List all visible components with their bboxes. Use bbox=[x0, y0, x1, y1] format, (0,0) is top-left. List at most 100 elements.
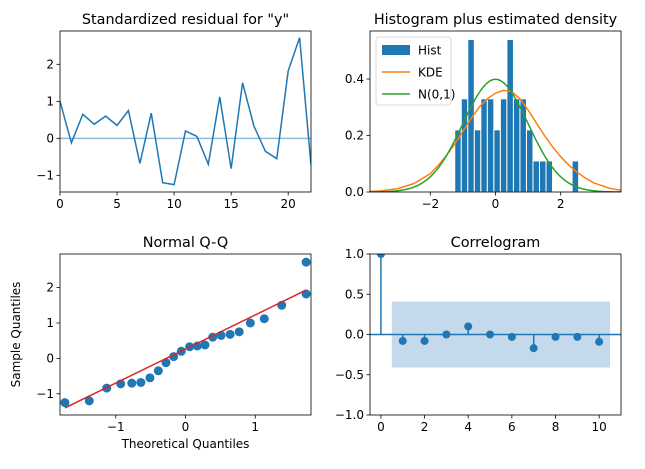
axes-resid: 0 5 10 15 20 −1 0 1 2 Standardized residual for "… bbox=[36, 12, 312, 211]
hist-bar bbox=[525, 129, 534, 192]
acf-marker bbox=[464, 322, 473, 331]
chart-title: Standardized residual for "y" bbox=[82, 12, 289, 28]
x-tick-label: 2 bbox=[557, 197, 565, 211]
acf-marker bbox=[595, 337, 604, 346]
y-tick-label: −0.5 bbox=[335, 368, 364, 382]
plot-area-corr bbox=[370, 254, 621, 368]
y-axis-label: Sample Quantiles bbox=[9, 282, 23, 388]
hist-bar bbox=[460, 98, 469, 192]
acf-marker bbox=[398, 336, 407, 345]
x-tick-label: 1 bbox=[251, 420, 259, 434]
y-tick-label: 1 bbox=[46, 316, 54, 330]
hist-bar bbox=[571, 160, 580, 192]
y-tick-label: 2 bbox=[46, 281, 54, 295]
y-tick-label: 2 bbox=[46, 57, 54, 71]
y-tick-label: 1 bbox=[46, 94, 54, 108]
acf-marker bbox=[507, 332, 516, 341]
frame-corr: 0 2 4 6 8 10 −1.0 −0.5 0.0 0.5 1.0 Correlogram bbox=[335, 235, 622, 434]
hist-bar bbox=[499, 98, 508, 192]
qq-reference-line bbox=[64, 289, 307, 409]
acf-marker bbox=[376, 254, 385, 258]
legend: Hist KDE N(0,1) bbox=[375, 36, 455, 106]
hist-bar bbox=[480, 98, 488, 192]
chart-title: Histogram plus estimated density bbox=[374, 12, 618, 28]
y-tick-label: 0 bbox=[46, 351, 54, 365]
acf-marker bbox=[420, 336, 429, 345]
hist-bar bbox=[486, 98, 495, 192]
kde-line bbox=[370, 89, 621, 192]
qq-point bbox=[84, 396, 94, 406]
legend-swatch-hist bbox=[382, 45, 410, 55]
x-tick-label: 6 bbox=[508, 420, 516, 434]
acf-marker bbox=[551, 332, 560, 341]
acf-marker bbox=[529, 344, 538, 353]
hist-bar bbox=[545, 160, 554, 192]
qq-point bbox=[200, 340, 210, 350]
qq-point bbox=[225, 329, 235, 339]
qq-point bbox=[127, 378, 137, 388]
axes-hist: Hist KDE N(0,1) −2 0 2 0.0 0.2 0.4 Histogram plus… bbox=[345, 12, 622, 211]
x-tick-label: 10 bbox=[166, 197, 181, 211]
x-tick-label: 10 bbox=[592, 420, 607, 434]
legend-label: N(0,1) bbox=[418, 88, 455, 102]
x-tick-label: 0 bbox=[492, 197, 500, 211]
chart-title: Correlogram bbox=[451, 235, 541, 251]
x-tick-label: −2 bbox=[421, 197, 439, 211]
qq-point bbox=[60, 398, 70, 408]
acf-marker bbox=[573, 332, 582, 341]
plot-area-resid bbox=[60, 37, 311, 186]
chart-title: Normal Q-Q bbox=[143, 235, 228, 251]
qq-point bbox=[145, 373, 155, 383]
x-axis-label: Theoretical Quantiles bbox=[121, 437, 250, 451]
legend-label: Hist bbox=[418, 44, 442, 58]
y-tick-label: 1.0 bbox=[345, 247, 364, 261]
y-tick-label: 0.2 bbox=[345, 129, 364, 143]
qq-point bbox=[136, 377, 146, 387]
hist-bar bbox=[532, 160, 541, 192]
hist-bar bbox=[512, 98, 521, 192]
x-tick-label: 2 bbox=[421, 420, 429, 434]
y-tick-label: −1.0 bbox=[335, 408, 364, 422]
axes-frame bbox=[59, 253, 312, 416]
hist-bar bbox=[539, 160, 547, 192]
qq-point bbox=[245, 318, 255, 328]
x-tick-label: 15 bbox=[223, 197, 238, 211]
x-tick-label: 0 bbox=[182, 420, 190, 434]
plot-area-hist: Hist KDE N(0,1) bbox=[370, 36, 621, 192]
plot-area-qq bbox=[60, 257, 311, 409]
y-tick-label: −1 bbox=[36, 168, 54, 182]
frame-resid: 0 5 10 15 20 −1 0 1 2 Standardized residual for "… bbox=[36, 12, 312, 211]
hist-bar bbox=[493, 129, 501, 192]
x-tick-label: 4 bbox=[464, 420, 472, 434]
residual-line bbox=[60, 37, 311, 186]
normal-density-line bbox=[370, 78, 621, 192]
x-tick-label: 0 bbox=[377, 420, 385, 434]
legend-label: KDE bbox=[418, 66, 443, 80]
axes-qq: −1 0 1 −1 0 1 2 Normal Q-Q Theoretical Quantiles… bbox=[9, 235, 312, 451]
hist-bar bbox=[467, 38, 475, 192]
x-tick-label: 5 bbox=[113, 197, 121, 211]
acf-marker bbox=[486, 330, 495, 339]
x-tick-label: 20 bbox=[281, 197, 296, 211]
frame-qq: −1 0 1 −1 0 1 2 Normal Q-Q Theoretical Quantiles… bbox=[9, 235, 312, 451]
y-tick-label: −1 bbox=[36, 387, 54, 401]
y-tick-label: 0.0 bbox=[345, 328, 364, 342]
y-tick-label: 0.5 bbox=[345, 287, 364, 301]
acf-marker bbox=[442, 330, 451, 339]
qq-point bbox=[234, 327, 244, 337]
qq-point bbox=[259, 314, 269, 324]
x-tick-label: −1 bbox=[107, 420, 125, 434]
y-tick-label: 0 bbox=[46, 131, 54, 145]
axes-corr: 0 2 4 6 8 10 −1.0 −0.5 0.0 0.5 1.0 Correlogram bbox=[335, 235, 622, 434]
x-tick-label: 0 bbox=[56, 197, 64, 211]
y-tick-label: 0.0 bbox=[345, 185, 364, 199]
x-tick-label: 8 bbox=[552, 420, 560, 434]
frame-hist: −2 0 2 0.0 0.2 0.4 Histogram plus estimated de… bbox=[345, 12, 622, 211]
qq-point bbox=[301, 257, 311, 267]
hist-bar bbox=[506, 38, 514, 192]
axes-frame bbox=[59, 30, 312, 193]
y-tick-label: 0.4 bbox=[345, 72, 364, 86]
qq-point bbox=[153, 366, 163, 376]
hist-bar bbox=[473, 129, 482, 192]
